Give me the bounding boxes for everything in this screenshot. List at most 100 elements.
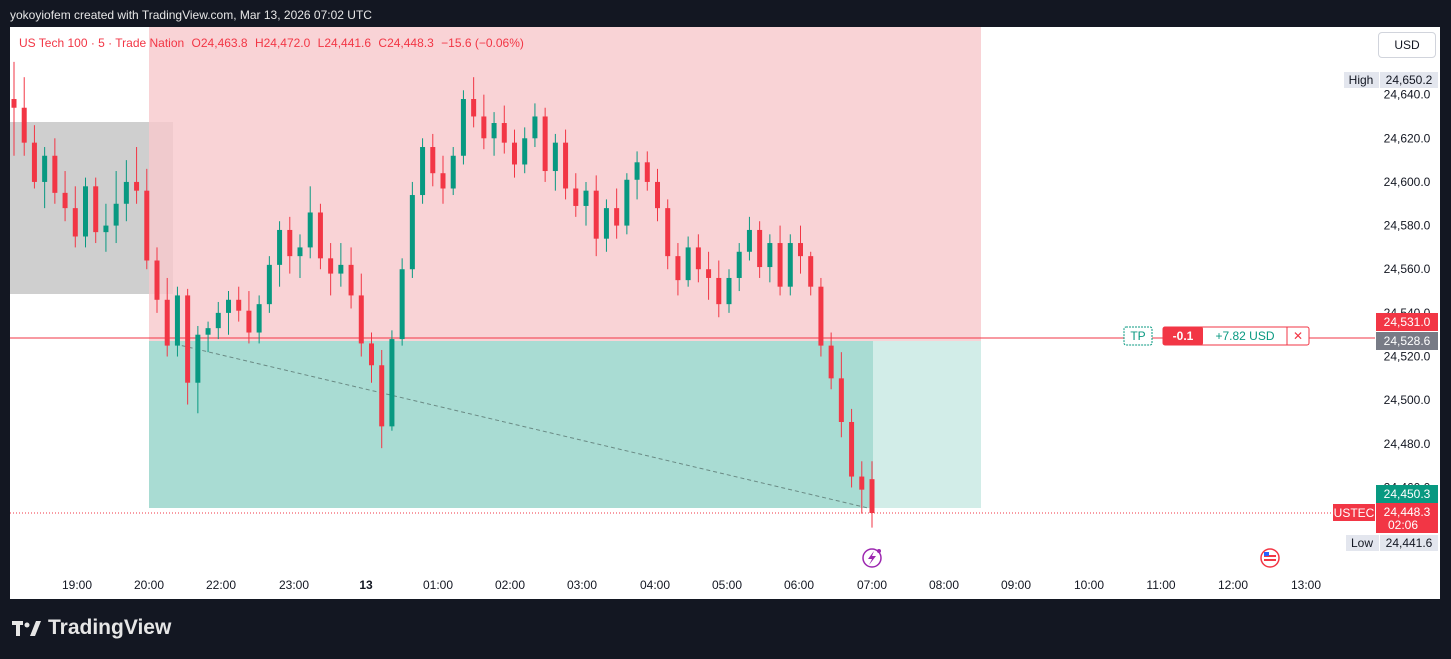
candle-body [42, 155, 48, 182]
low-value: 24,441.6 [1386, 536, 1433, 550]
position-qty-bg [1163, 327, 1203, 345]
candle-body [583, 190, 589, 206]
candle-body [195, 334, 201, 383]
candle-body [62, 192, 68, 209]
last-price-text: 24,448.3 [1384, 505, 1431, 519]
time-tick-label: 04:00 [640, 578, 670, 592]
candle-body [215, 312, 221, 329]
candle-body [358, 295, 364, 344]
candle-body [369, 343, 374, 366]
candle-body [695, 247, 701, 270]
high-value-bg [1380, 72, 1438, 88]
candle-body [430, 147, 436, 174]
time-tick-label: 02:00 [495, 578, 525, 592]
candle-body [624, 179, 630, 226]
profit-zone-filled [149, 341, 873, 508]
bar-countdown: 02:06 [1388, 518, 1418, 532]
candle-body [460, 99, 466, 156]
symbol-tag-text: USTEC [1334, 506, 1375, 520]
position-widget[interactable]: TP -0.1 +7.82 USD ✕ [1123, 326, 1310, 346]
position-qty: -0.1 [1173, 329, 1194, 343]
candle-body [420, 147, 426, 196]
candle-body [808, 256, 814, 287]
candle-body [716, 277, 722, 305]
high-title: High [1349, 73, 1374, 87]
candle-body [736, 251, 742, 278]
high-title-bg [1344, 72, 1379, 88]
tp-label: TP [1130, 329, 1145, 343]
candle-body [164, 299, 170, 346]
price-tick-label: 24,520.0 [1384, 350, 1431, 364]
candle-body [348, 264, 354, 296]
candle-body [522, 138, 528, 165]
entry-price-tag [1376, 332, 1438, 350]
close-position-icon[interactable]: ✕ [1293, 329, 1303, 343]
us-flag-event-icon[interactable] [1260, 548, 1280, 568]
price-tick-label: 24,560.0 [1384, 262, 1431, 276]
time-axis[interactable]: 19:00 20:00 22:00 23:00 13 01:00 02:00 03:00 04:… [62, 578, 1321, 592]
candle-body [317, 212, 323, 259]
chart-panel[interactable]: US Tech 100 · 5 · Trade Nation O24,463.8… [10, 27, 1440, 599]
lightning-event-icon[interactable] [862, 548, 882, 568]
legend-symbol[interactable]: US Tech 100 · 5 · Trade Nation [19, 36, 185, 50]
entry-price-text: 24,528.6 [1384, 334, 1431, 348]
candle-body [481, 116, 487, 139]
candle-body [21, 107, 27, 143]
time-tick-label: 13:00 [1291, 578, 1321, 592]
tradingview-logo: TradingView [12, 616, 171, 640]
candle-body [665, 208, 671, 257]
legend-close: C24,448.3 [378, 36, 434, 50]
candle-body [614, 208, 620, 226]
candle-body [154, 260, 160, 300]
target-price-text: 24,450.3 [1384, 487, 1431, 501]
time-tick-label: 05:00 [712, 578, 742, 592]
legend-open: O24,463.8 [191, 36, 248, 50]
candle-body [297, 247, 303, 257]
candle-body [767, 243, 773, 268]
candle-body [103, 225, 109, 233]
candle-body [174, 295, 180, 346]
legend-low: L24,441.6 [317, 36, 372, 50]
candle-body [757, 229, 763, 268]
last-price-tag [1376, 503, 1438, 533]
price-chart[interactable]: 24,660.024,640.024,620.024,600.024,580.0… [10, 27, 1440, 599]
tradingview-logo-icon [12, 621, 41, 636]
candle-body [471, 99, 477, 117]
candle-body [706, 269, 712, 278]
candle-body [287, 229, 293, 257]
candle-body [563, 142, 569, 189]
candle-body [532, 116, 538, 139]
time-tick-label: 20:00 [134, 578, 164, 592]
candle-body [542, 116, 548, 172]
price-axis[interactable]: 24,660.024,640.024,620.024,600.024,580.0… [1333, 44, 1438, 551]
candle-body [409, 195, 415, 270]
candle-body [144, 190, 150, 261]
price-tick-label: 24,500.0 [1384, 393, 1431, 407]
time-tick-label: 08:00 [929, 578, 959, 592]
candle-body [226, 299, 231, 313]
tp-button[interactable] [1123, 326, 1153, 346]
price-tick-label: 24,600.0 [1384, 175, 1431, 189]
currency-button[interactable]: USD [1378, 32, 1436, 58]
candle-body [52, 155, 58, 193]
candle-body [818, 286, 824, 346]
time-tick-label: 23:00 [279, 578, 309, 592]
candle-body [655, 181, 660, 209]
candle-body [838, 378, 844, 422]
low-value-bg [1380, 535, 1438, 551]
time-tick-label: 01:00 [423, 578, 453, 592]
time-tick-label: 19:00 [62, 578, 92, 592]
candle-body [277, 229, 283, 265]
time-tick-label: 11:00 [1146, 578, 1175, 592]
candle-body [726, 277, 732, 305]
time-tick-label: 07:00 [857, 578, 887, 592]
legend-high: H24,472.0 [254, 36, 311, 50]
time-tick-label: 10:00 [1074, 578, 1104, 592]
candle-body [849, 421, 855, 477]
low-title-bg [1346, 535, 1379, 551]
candle-body [644, 162, 650, 182]
candle-body [266, 264, 272, 305]
candle-body [379, 365, 385, 427]
time-tick-label: 06:00 [784, 578, 814, 592]
symbol-legend: US Tech 100 · 5 · Trade Nation O24,463.8… [19, 36, 528, 50]
